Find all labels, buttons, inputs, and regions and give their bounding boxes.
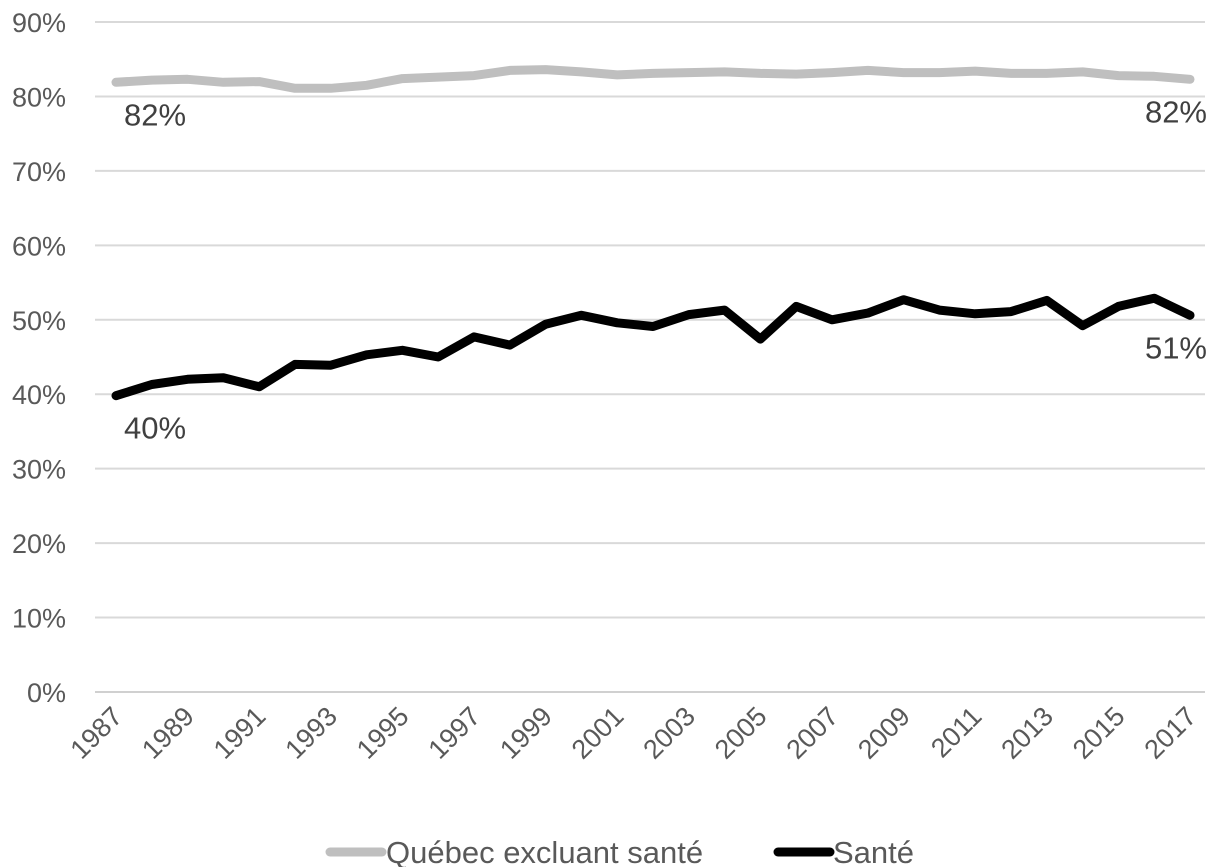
series-line-sante <box>111 293 1195 401</box>
data-labels: 82% 82% 40% 51% <box>124 94 1207 445</box>
y-tick-label: 70% <box>12 157 66 187</box>
data-label: 51% <box>1145 330 1207 365</box>
x-tick-label: 2017 <box>1139 701 1203 765</box>
y-tick-label: 50% <box>12 306 66 336</box>
x-tick-label: 2015 <box>1067 701 1131 765</box>
x-tick-label: 2005 <box>709 701 773 765</box>
x-tick-label: 2007 <box>781 701 845 765</box>
x-tick-label: 1999 <box>494 701 558 765</box>
legend-label: Santé <box>833 835 914 867</box>
legend-label: Québec excluant santé <box>386 835 703 867</box>
y-tick-label: 30% <box>12 455 66 485</box>
y-tick-label: 60% <box>12 231 66 261</box>
x-tick-label: 2011 <box>925 701 987 763</box>
series-line-quebec-excluant-sante <box>111 65 1195 93</box>
x-tick-label: 2001 <box>566 701 630 765</box>
y-tick-label: 10% <box>12 604 66 634</box>
series-lines <box>111 65 1195 401</box>
legend: Québec excluant santé Santé <box>325 835 914 867</box>
x-axis-tick-labels: 1987 1989 1991 1993 1995 1997 1999 2001 2003 2005… <box>65 701 1203 765</box>
x-tick-label: 1997 <box>423 701 487 765</box>
y-tick-label: 90% <box>12 8 66 38</box>
x-tick-label: 1995 <box>351 701 415 765</box>
x-tick-label: 1989 <box>136 701 200 765</box>
data-label: 82% <box>1145 94 1207 129</box>
data-label: 40% <box>124 411 186 446</box>
y-tick-label: 0% <box>27 678 66 708</box>
x-tick-label: 2013 <box>995 701 1059 765</box>
x-tick-label: 2003 <box>637 701 701 765</box>
y-tick-label: 40% <box>12 380 66 410</box>
x-tick-label: 1987 <box>65 701 129 765</box>
y-tick-label: 80% <box>12 82 66 112</box>
gridlines <box>95 21 1205 693</box>
data-label: 82% <box>124 97 186 132</box>
y-axis-tick-labels: 0% 10% 20% 30% 40% 50% 60% 70% 80% 90% <box>12 8 66 708</box>
x-tick-label: 1991 <box>208 701 272 765</box>
y-tick-label: 20% <box>12 529 66 559</box>
x-tick-label: 1993 <box>279 701 343 765</box>
x-tick-label: 2009 <box>852 701 916 765</box>
